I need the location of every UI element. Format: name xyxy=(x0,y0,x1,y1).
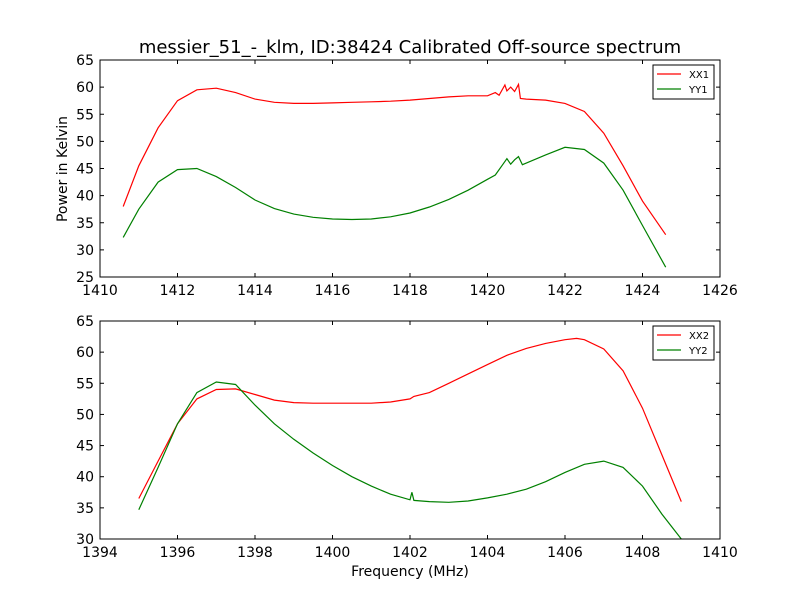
y-tick-label: 25 xyxy=(76,270,94,286)
x-tick-label: 1416 xyxy=(315,283,351,299)
legend-label-yy2: YY2 xyxy=(688,346,708,357)
x-tick-label: 1406 xyxy=(547,545,583,561)
x-tick-label: 1418 xyxy=(392,283,428,299)
legend-label-yy1: YY1 xyxy=(688,85,708,96)
y-tick-label: 50 xyxy=(76,407,94,423)
legend-label-xx2: XX2 xyxy=(689,331,709,342)
top-panel-ticks: 1410 1412 1414 1416 1418 1420 1422 1424 1426 25 30… xyxy=(76,53,738,299)
legend-label-xx1: XX1 xyxy=(689,70,709,81)
x-tick-label: 1414 xyxy=(237,283,273,299)
x-tick-label: 1410 xyxy=(702,545,738,561)
y-tick-label: 55 xyxy=(76,107,94,123)
x-tick-label: 1398 xyxy=(237,545,273,561)
x-tick-label: 1396 xyxy=(160,545,196,561)
y-tick-label: 60 xyxy=(76,80,94,96)
y-tick-label: 45 xyxy=(76,162,94,178)
series-line-xx2 xyxy=(138,337,682,502)
bottom-panel-ticks: 1394 1396 1398 1400 1402 1404 1406 1408 1410 30 35… xyxy=(76,314,738,561)
y-tick-label: 40 xyxy=(76,189,94,205)
x-tick-label: 1400 xyxy=(315,545,351,561)
y-tick-label: 55 xyxy=(76,376,94,392)
top-panel: 1410 1412 1414 1416 1418 1420 1422 1424 1426 25 30… xyxy=(55,53,738,299)
y-tick-label: 35 xyxy=(76,501,94,517)
x-tick-label: 1420 xyxy=(470,283,506,299)
series-line-yy1 xyxy=(122,146,667,268)
x-tick-label: 1402 xyxy=(392,545,428,561)
y-tick-label: 30 xyxy=(76,532,94,548)
top-panel-y-axis-label: Power in Kelvin xyxy=(55,116,71,222)
legend-box xyxy=(652,64,715,100)
series-line-xx1 xyxy=(122,82,667,236)
x-tick-label: 1422 xyxy=(547,283,583,299)
x-tick-label: 1404 xyxy=(470,545,506,561)
x-tick-label: 1426 xyxy=(702,283,738,299)
x-tick-label: 1412 xyxy=(160,283,196,299)
y-tick-label: 45 xyxy=(76,439,94,455)
bottom-panel-lines xyxy=(138,337,682,540)
y-tick-label: 65 xyxy=(76,53,94,69)
y-tick-label: 40 xyxy=(76,470,94,486)
chart-title: messier_51_-_klm, ID:38424 Calibrated Of… xyxy=(139,37,681,58)
series-line-yy2 xyxy=(138,381,682,540)
legend-box xyxy=(652,325,715,361)
bottom-panel-x-axis-label: Frequency (MHz) xyxy=(351,564,469,580)
x-tick-label: 1394 xyxy=(82,545,118,561)
x-tick-label: 1424 xyxy=(625,283,661,299)
y-tick-label: 30 xyxy=(76,243,94,259)
y-tick-label: 65 xyxy=(76,314,94,330)
y-tick-label: 50 xyxy=(76,134,94,150)
y-tick-label: 35 xyxy=(76,216,94,232)
y-tick-label: 60 xyxy=(76,345,94,361)
top-panel-lines xyxy=(122,82,667,268)
bottom-panel: 1394 1396 1398 1400 1402 1404 1406 1408 1410 30 35… xyxy=(76,314,738,580)
x-tick-label: 1410 xyxy=(82,283,118,299)
x-tick-label: 1408 xyxy=(625,545,661,561)
